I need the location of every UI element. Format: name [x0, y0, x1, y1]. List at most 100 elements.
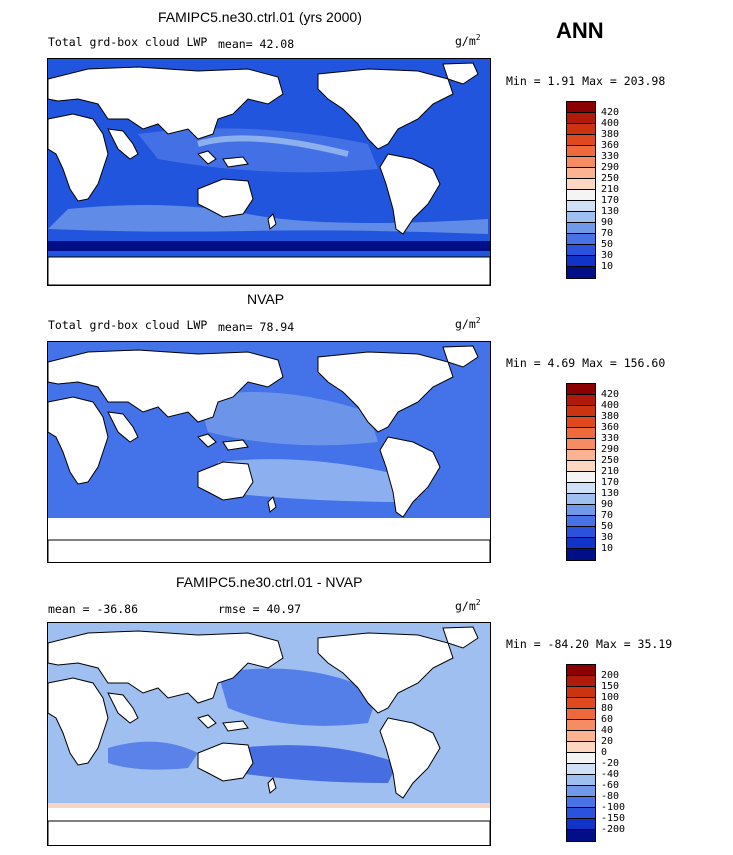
- colorbar-tick-label: 130: [601, 488, 620, 499]
- colorbar-swatch: [567, 428, 595, 439]
- colorbar-swatch: [567, 775, 595, 786]
- panel-2-minmax: Min = 4.69 Max = 156.60: [506, 356, 666, 370]
- colorbar-swatch: [567, 102, 595, 113]
- colorbar-swatch: [567, 797, 595, 808]
- panel-3-colorbar: [566, 664, 596, 842]
- colorbar-tick-label: 210: [601, 184, 620, 195]
- colorbar-swatch: [567, 223, 595, 234]
- colorbar-swatch: [567, 450, 595, 461]
- colorbar-tick-label: 420: [601, 107, 620, 118]
- colorbar-tick-label: 380: [601, 411, 620, 422]
- colorbar-tick-label: 420: [601, 389, 620, 400]
- panel-2-title: NVAP: [247, 291, 285, 307]
- colorbar-tick-label: 250: [601, 173, 620, 184]
- colorbar-tick-label: 400: [601, 400, 620, 411]
- panel-1-mean-label: mean= 42.08: [218, 37, 295, 51]
- panel-1-map-graphic: [48, 59, 490, 285]
- colorbar-tick-label: 70: [601, 510, 614, 521]
- colorbar-tick-label: -80: [601, 791, 620, 802]
- colorbar-swatch: [567, 698, 595, 709]
- panel-1-minmax: Min = 1.91 Max = 203.98: [506, 74, 666, 88]
- colorbar-swatch: [567, 267, 595, 278]
- colorbar-tick-label: -40: [601, 769, 620, 780]
- colorbar-swatch: [567, 808, 595, 819]
- colorbar-swatch: [567, 256, 595, 267]
- colorbar-swatch: [567, 113, 595, 124]
- colorbar-swatch: [567, 472, 595, 483]
- colorbar-tick-label: 90: [601, 217, 614, 228]
- colorbar-swatch: [567, 157, 595, 168]
- colorbar-tick-label: 80: [601, 703, 614, 714]
- panel-2-pacific-band: [198, 392, 378, 446]
- panel-2-map: [47, 341, 491, 563]
- panel-1-map: [47, 58, 491, 286]
- colorbar-swatch: [567, 124, 595, 135]
- colorbar-swatch: [567, 527, 595, 538]
- colorbar-tick-label: 170: [601, 195, 620, 206]
- colorbar-swatch: [567, 168, 595, 179]
- colorbar-tick-label: 290: [601, 162, 620, 173]
- colorbar-tick-label: 100: [601, 692, 620, 703]
- colorbar-swatch: [567, 720, 595, 731]
- colorbar-swatch: [567, 439, 595, 450]
- colorbar-tick-label: -20: [601, 758, 620, 769]
- colorbar-swatch: [567, 201, 595, 212]
- colorbar-tick-label: -60: [601, 780, 620, 791]
- panel-3-positive-band: [48, 803, 490, 808]
- colorbar-swatch: [567, 505, 595, 516]
- panel-2-variable-label: Total grd-box cloud LWP: [48, 318, 208, 332]
- colorbar-tick-label: 330: [601, 433, 620, 444]
- colorbar-swatch: [567, 665, 595, 676]
- colorbar-swatch: [567, 135, 595, 146]
- colorbar-swatch: [567, 384, 595, 395]
- colorbar-swatch: [567, 406, 595, 417]
- colorbar-swatch: [567, 212, 595, 223]
- colorbar-tick-label: 40: [601, 725, 614, 736]
- colorbar-swatch: [567, 676, 595, 687]
- season-label: ANN: [556, 18, 604, 43]
- colorbar-swatch: [567, 516, 595, 527]
- panel-2-mean-label: mean= 78.94: [218, 320, 295, 334]
- panel-3-title: FAMIPC5.ne30.ctrl.01 - NVAP: [176, 574, 363, 590]
- colorbar-tick-label: 290: [601, 444, 620, 455]
- colorbar-tick-label: 20: [601, 736, 614, 747]
- panel-3-rmse-label: rmse = 40.97: [218, 602, 302, 616]
- panel-3-pacific-negative-band: [218, 668, 378, 726]
- panel-2-south-pacific-band: [218, 459, 408, 502]
- colorbar-tick-label: 360: [601, 140, 620, 151]
- colorbar-swatch: [567, 742, 595, 753]
- colorbar-swatch: [567, 234, 595, 245]
- colorbar-swatch: [567, 819, 595, 830]
- colorbar-tick-label: 0: [601, 747, 608, 758]
- colorbar-tick-label: 210: [601, 466, 620, 477]
- colorbar-swatch: [567, 245, 595, 256]
- colorbar-swatch: [567, 483, 595, 494]
- colorbar-swatch: [567, 786, 595, 797]
- colorbar-swatch: [567, 830, 595, 841]
- colorbar-tick-label: 360: [601, 422, 620, 433]
- colorbar-swatch: [567, 190, 595, 201]
- colorbar-tick-label: 330: [601, 151, 620, 162]
- panel-3-minmax: Min = -84.20 Max = 35.19: [506, 637, 673, 651]
- colorbar-tick-label: 200: [601, 670, 620, 681]
- colorbar-tick-label: 30: [601, 532, 614, 543]
- colorbar-swatch: [567, 461, 595, 472]
- colorbar-tick-label: 170: [601, 477, 620, 488]
- colorbar-swatch: [567, 549, 595, 560]
- colorbar-swatch: [567, 753, 595, 764]
- colorbar-tick-label: -200: [601, 824, 626, 835]
- colorbar-tick-label: -150: [601, 813, 626, 824]
- colorbar-tick-label: 50: [601, 521, 614, 532]
- colorbar-tick-label: -100: [601, 802, 626, 813]
- panel-3-mean-label: mean = -36.86: [48, 602, 139, 616]
- colorbar-swatch: [567, 687, 595, 698]
- panel-2-map-graphic: [48, 342, 490, 562]
- panel-1-itcz-band: [197, 135, 349, 157]
- colorbar-tick-label: 400: [601, 118, 620, 129]
- panel-1-variable-label: Total grd-box cloud LWP: [48, 35, 208, 49]
- colorbar-swatch: [567, 494, 595, 505]
- colorbar-tick-label: 50: [601, 239, 614, 250]
- panel-3-south-pacific-negative-band: [238, 745, 398, 783]
- colorbar-tick-label: 380: [601, 129, 620, 140]
- panel-2-colorbar: [566, 383, 596, 561]
